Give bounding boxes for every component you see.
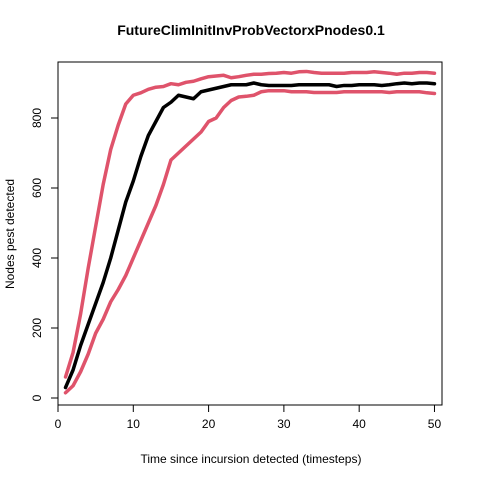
y-tick-label: 400 [30, 248, 44, 268]
x-axis: 0 10 20 30 40 50 [55, 404, 442, 431]
x-tick-label: 40 [352, 417, 366, 431]
series-line-3 [63, 88, 437, 395]
y-axis: 0 200 400 600 800 [30, 108, 59, 401]
x-tick-label: 30 [277, 417, 291, 431]
x-axis-label: Time since incursion detected (timesteps… [141, 452, 362, 466]
y-axis-label: Nodes pest detected [3, 179, 17, 289]
series-layer [63, 69, 437, 395]
x-tick-label: 50 [428, 417, 442, 431]
x-tick-label: 10 [127, 417, 141, 431]
y-tick-label: 800 [30, 108, 44, 128]
y-tick-label: 600 [30, 178, 44, 198]
x-tick-label: 0 [55, 417, 62, 431]
x-tick-label: 20 [202, 417, 216, 431]
series-line-1 [63, 69, 437, 379]
y-tick-label: 200 [30, 318, 44, 338]
series-line-2 [63, 81, 437, 390]
chart-title: FutureClimInitInvProbVectorxPnodes0.1 [117, 22, 385, 38]
y-tick-label: 0 [30, 394, 44, 401]
